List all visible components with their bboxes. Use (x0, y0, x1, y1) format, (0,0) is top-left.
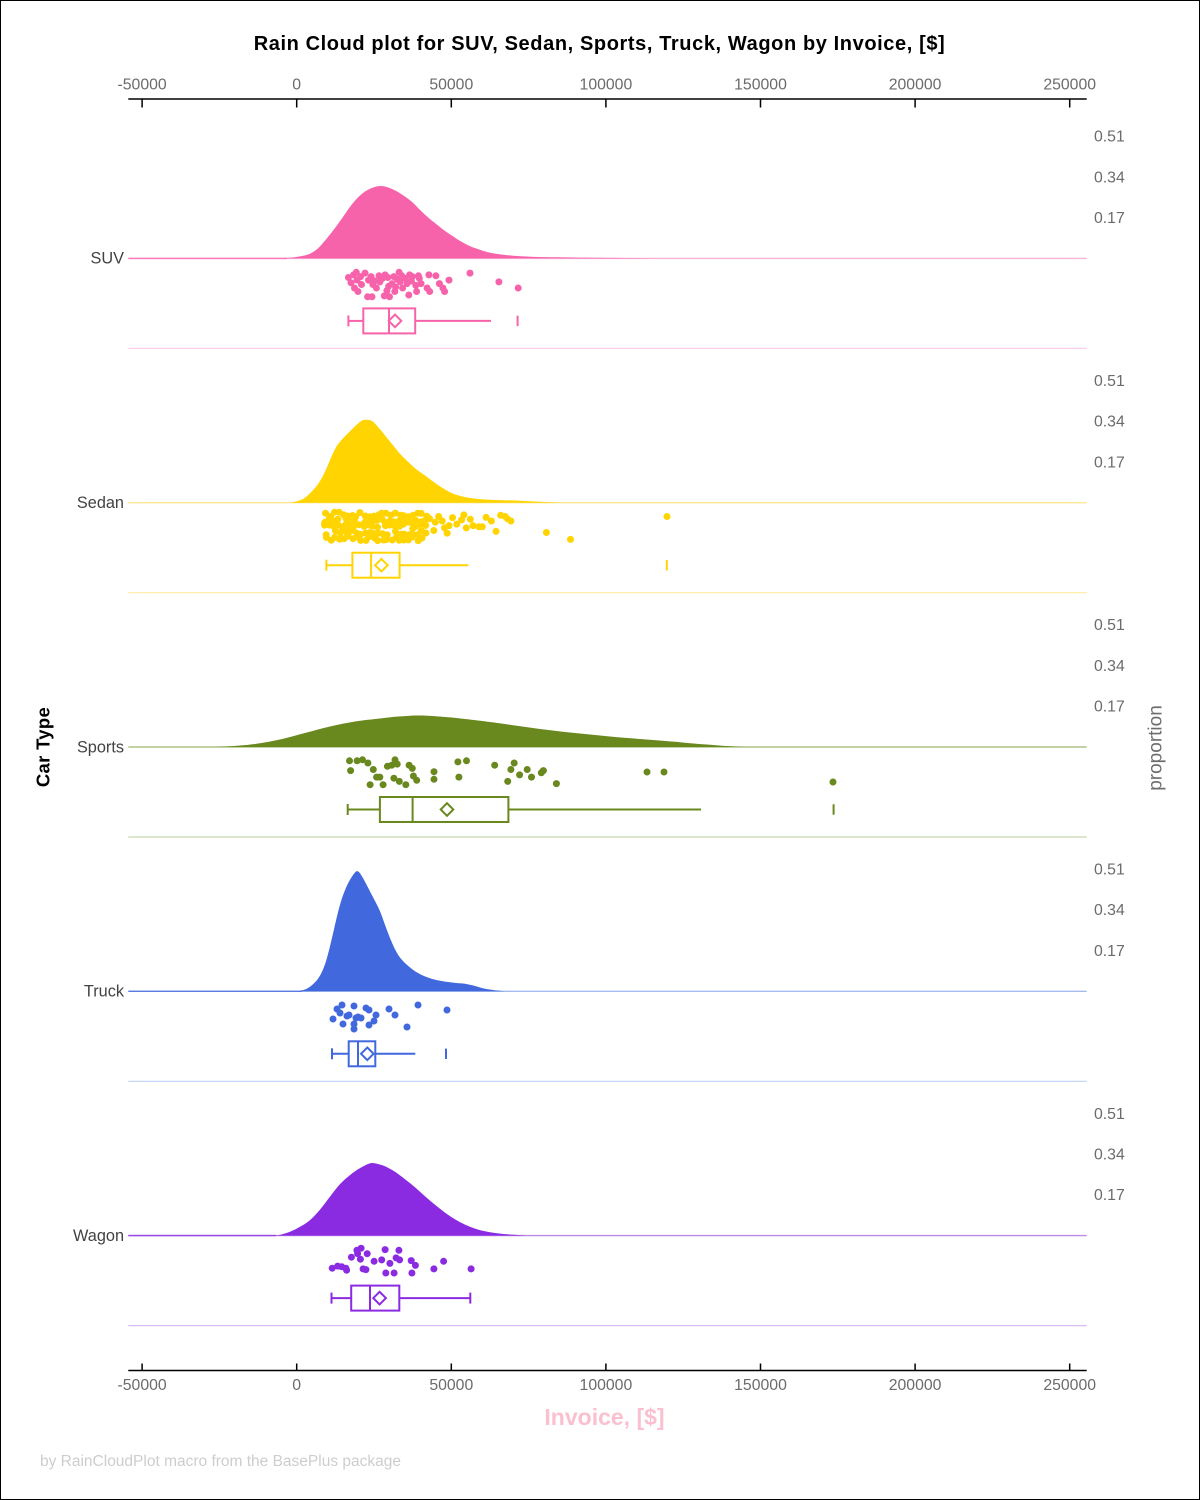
svg-text:Truck: Truck (84, 983, 125, 1001)
svg-text:0.34: 0.34 (1094, 414, 1125, 431)
svg-text:0.51: 0.51 (1094, 373, 1125, 390)
svg-text:50000: 50000 (429, 77, 473, 94)
svg-text:150000: 150000 (734, 1377, 787, 1394)
svg-text:Invoice, [$]: Invoice, [$] (544, 1404, 664, 1430)
svg-text:Wagon: Wagon (73, 1227, 124, 1245)
svg-text:100000: 100000 (580, 1377, 633, 1394)
svg-text:Rain Cloud plot for SUV, Sedan: Rain Cloud plot for SUV, Sedan, Sports, … (254, 33, 946, 55)
svg-text:0.17: 0.17 (1094, 454, 1125, 471)
svg-text:Sedan: Sedan (77, 494, 124, 512)
svg-text:0.17: 0.17 (1094, 1187, 1125, 1204)
svg-text:250000: 250000 (1043, 1377, 1096, 1394)
svg-text:-50000: -50000 (117, 77, 166, 94)
svg-text:200000: 200000 (889, 1377, 942, 1394)
svg-text:Sports: Sports (77, 738, 124, 756)
svg-text:150000: 150000 (734, 77, 787, 94)
svg-text:0.34: 0.34 (1094, 658, 1125, 675)
svg-text:0.34: 0.34 (1094, 902, 1125, 919)
svg-text:-50000: -50000 (117, 1377, 166, 1394)
svg-text:proportion: proportion (1146, 705, 1167, 791)
svg-text:0.51: 0.51 (1094, 129, 1125, 146)
svg-text:0.51: 0.51 (1094, 1106, 1125, 1123)
svg-text:0.17: 0.17 (1094, 699, 1125, 716)
svg-text:0.34: 0.34 (1094, 1147, 1125, 1164)
svg-text:by RainCloudPlot macro from th: by RainCloudPlot macro from the BasePlus… (40, 1453, 401, 1470)
svg-text:Car Type: Car Type (33, 707, 54, 787)
svg-text:0.17: 0.17 (1094, 943, 1125, 960)
svg-text:200000: 200000 (889, 77, 942, 94)
svg-text:0.17: 0.17 (1094, 210, 1125, 227)
svg-text:50000: 50000 (429, 1377, 473, 1394)
svg-text:100000: 100000 (580, 77, 633, 94)
svg-text:0.34: 0.34 (1094, 169, 1125, 186)
svg-text:0: 0 (292, 77, 301, 94)
svg-text:0.51: 0.51 (1094, 862, 1125, 879)
svg-text:250000: 250000 (1043, 77, 1096, 94)
svg-text:0.51: 0.51 (1094, 617, 1125, 634)
svg-text:SUV: SUV (91, 250, 125, 268)
svg-text:0: 0 (292, 1377, 301, 1394)
